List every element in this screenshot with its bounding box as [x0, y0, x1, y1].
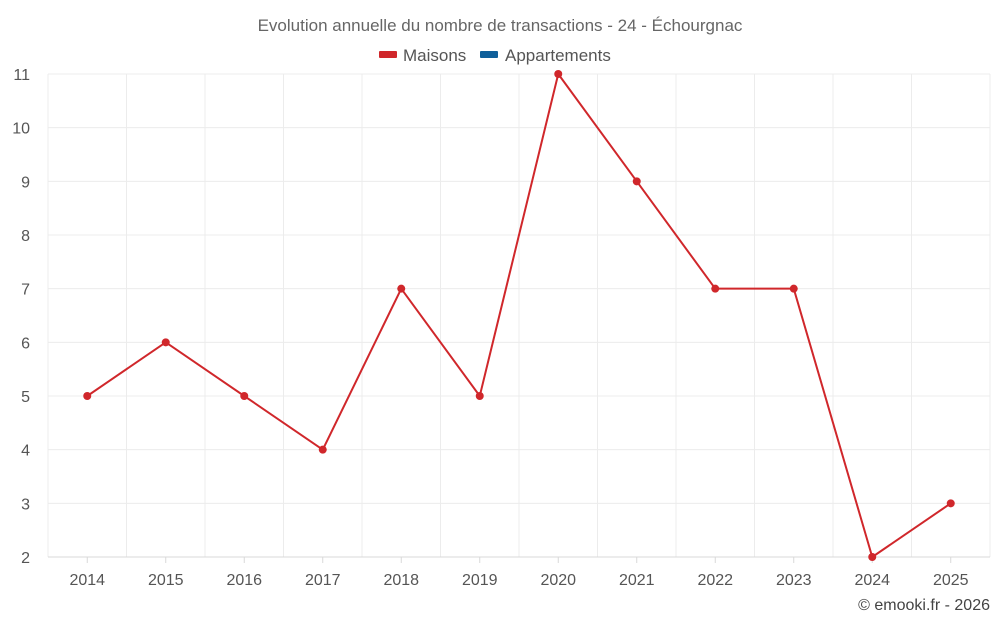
- data-point-maisons-2017[interactable]: [318, 445, 327, 454]
- credits[interactable]: © emooki.fr - 2026: [858, 597, 990, 614]
- x-tick-label-9: 2023: [776, 572, 812, 589]
- x-tick-label-6: 2020: [540, 572, 576, 589]
- data-point-maisons-2019[interactable]: [475, 392, 484, 400]
- x-axis-ticks: 2014 2015 2016 2017 2018 2019 2020 2021 2022 2023…: [69, 557, 969, 589]
- y-tick-label-6: 8: [21, 228, 30, 245]
- y-axis-ticks: 2 3 4 5 6 7 8 9 10 11: [12, 67, 30, 567]
- y-tick-label-2: 4: [21, 443, 30, 460]
- chart-title: Evolution annuelle du nombre de transact…: [258, 16, 743, 35]
- legend-label-maisons: Maisons: [403, 46, 466, 65]
- data-point-maisons-2014[interactable]: [83, 392, 92, 400]
- y-tick-label-5: 7: [21, 282, 30, 299]
- x-tick-label-2: 2016: [226, 572, 262, 589]
- x-tick-label-0: 2014: [69, 572, 105, 589]
- data-point-maisons-2020[interactable]: [554, 70, 563, 78]
- series-line-maisons: [86, 73, 952, 558]
- x-tick-label-11: 2025: [933, 572, 969, 589]
- data-point-maisons-2025[interactable]: [946, 499, 955, 508]
- x-tick-label-4: 2018: [383, 572, 419, 589]
- legend-label-appartements: Appartements: [505, 46, 611, 65]
- y-tick-label-7: 9: [21, 174, 30, 191]
- y-tick-label-1: 3: [21, 496, 30, 513]
- legend-item-maisons[interactable]: Maisons: [379, 46, 466, 65]
- y-tick-label-3: 5: [21, 389, 30, 406]
- y-tick-label-8: 10: [12, 121, 30, 138]
- legend-swatch-appartements: [480, 51, 498, 58]
- grid: [47, 73, 991, 558]
- series-layer: [83, 70, 955, 561]
- x-tick-label-3: 2017: [305, 572, 341, 589]
- x-tick-label-10: 2024: [854, 572, 890, 589]
- legend: Maisons Appartements: [379, 46, 611, 65]
- legend-item-appartements[interactable]: Appartements: [480, 46, 611, 65]
- data-point-maisons-2018[interactable]: [397, 284, 406, 293]
- data-point-maisons-2016[interactable]: [240, 392, 249, 400]
- legend-swatch-maisons: [379, 51, 397, 58]
- x-tick-label-1: 2015: [148, 572, 184, 589]
- data-point-maisons-2024[interactable]: [868, 553, 877, 561]
- x-tick-label-8: 2022: [697, 572, 733, 589]
- y-tick-label-9: 11: [13, 67, 30, 84]
- y-tick-label-0: 2: [21, 550, 30, 567]
- data-point-maisons-2015[interactable]: [161, 338, 170, 347]
- x-tick-label-7: 2021: [619, 572, 655, 589]
- data-point-maisons-2021[interactable]: [632, 177, 641, 186]
- x-tick-label-5: 2019: [462, 572, 498, 589]
- data-point-maisons-2023[interactable]: [789, 284, 798, 293]
- y-tick-label-4: 6: [21, 335, 30, 352]
- data-point-maisons-2022[interactable]: [711, 284, 720, 293]
